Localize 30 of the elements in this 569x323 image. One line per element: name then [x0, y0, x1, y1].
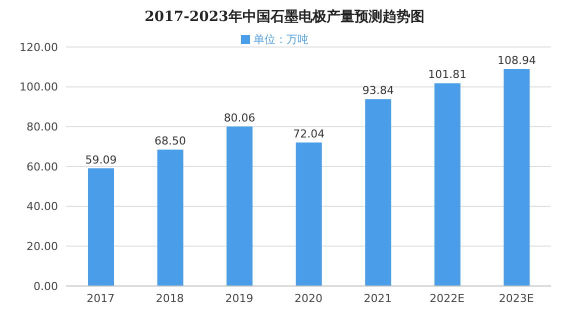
y-tick-label: 100.00 [20, 80, 58, 94]
x-tick-label: 2018 [156, 292, 184, 305]
y-tick-label: 120.00 [20, 40, 58, 54]
y-tick-label: 0.00 [34, 280, 58, 293]
bar [504, 69, 530, 286]
bar [157, 150, 184, 286]
x-tick-label: 2021 [364, 292, 392, 305]
text: 93.84 [362, 84, 394, 98]
text: 80.06 [224, 112, 256, 125]
x-tick-label: 2019 [225, 292, 254, 305]
bar [434, 83, 460, 286]
text: 68.50 [154, 134, 186, 148]
legend-label: 单位：万吨 [254, 33, 308, 46]
y-tick-label: 20.00 [26, 240, 58, 254]
chart-title: 2017-2023年中国石墨电极产量预测趋势图 [144, 8, 426, 26]
x-tick-label: 2017 [86, 292, 115, 305]
y-tick-label: 60.00 [26, 160, 58, 174]
text: 108.94 [497, 54, 536, 68]
text: 101.81 [428, 68, 467, 82]
bar [296, 142, 322, 286]
y-tick-label: 80.00 [26, 120, 58, 134]
x-tick-label: 2020 [294, 292, 322, 305]
bar [365, 99, 392, 286]
x-tick-label: 2023E [498, 292, 534, 305]
y-tick-label: 40.00 [26, 200, 58, 214]
text: 59.09 [85, 153, 117, 166]
bar [88, 168, 114, 286]
text: 72.04 [293, 128, 325, 141]
x-tick-label: 2022E [430, 292, 465, 305]
bar [226, 126, 253, 286]
